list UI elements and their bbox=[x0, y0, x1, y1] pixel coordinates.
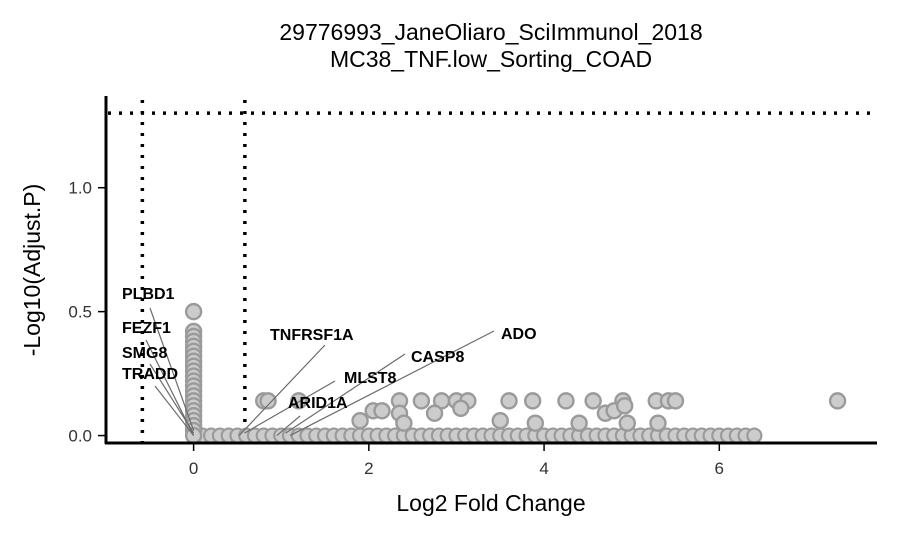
gene-label: MLST8 bbox=[344, 370, 397, 387]
x-axis-label: Log2 Fold Change bbox=[396, 490, 585, 516]
data-point bbox=[666, 392, 685, 410]
data-point bbox=[828, 392, 847, 410]
data-point bbox=[557, 392, 575, 410]
chart-subtitle: MC38_TNF.low_Sorting_COAD bbox=[330, 46, 652, 72]
gene-label: TNFRSF1A bbox=[270, 327, 354, 344]
gene-label-leader-line bbox=[289, 330, 495, 437]
gene-label-leader-line bbox=[149, 307, 195, 431]
gene-label-leader-line bbox=[285, 353, 406, 434]
threshold-lines bbox=[108, 100, 877, 443]
gene-label: SMG8 bbox=[122, 345, 167, 362]
gene-labels: PLBD1 FEZF1 SMG8 TRADD TNFRSF1A ARID1A MLST8 CA… bbox=[122, 286, 537, 412]
data-point bbox=[649, 414, 667, 432]
gene-label: PLBD1 bbox=[122, 286, 175, 303]
gene-label-leader-line bbox=[154, 385, 195, 436]
y-tick-label: 0.0 bbox=[68, 427, 92, 446]
gene-label-leader-line bbox=[244, 380, 336, 434]
data-point bbox=[351, 411, 369, 430]
y-axis-ticks: 0.0 0.5 1.0 bbox=[68, 179, 106, 446]
y-tick-label: 0.5 bbox=[68, 303, 92, 322]
x-tick-label: 4 bbox=[539, 459, 548, 478]
data-point bbox=[523, 392, 542, 410]
gene-label-leader-line bbox=[276, 415, 301, 437]
gene-label-leader-line bbox=[238, 344, 326, 436]
chart-title: 29776993_JaneOliaro_SciImmunol_2018 bbox=[279, 19, 702, 45]
data-point bbox=[395, 414, 413, 432]
data-points bbox=[184, 302, 847, 445]
gene-label: ARID1A bbox=[288, 395, 348, 412]
gene-label: FEZF1 bbox=[122, 320, 171, 337]
x-axis-ticks: 0 2 4 6 bbox=[189, 443, 724, 478]
dense-point-band bbox=[185, 427, 763, 444]
gene-label: CASP8 bbox=[411, 349, 464, 366]
y-axis-label: -Log10(Adjust.P) bbox=[19, 184, 45, 357]
dense-point bbox=[746, 427, 763, 444]
data-point bbox=[584, 392, 602, 410]
gene-label: ADO bbox=[501, 326, 537, 343]
data-point bbox=[500, 392, 518, 410]
data-point bbox=[491, 411, 509, 430]
data-point bbox=[452, 399, 470, 417]
data-point bbox=[425, 404, 444, 422]
label-leader-lines bbox=[145, 307, 495, 437]
gene-label: TRADD bbox=[122, 366, 178, 383]
gene-label-leader-line bbox=[149, 363, 195, 434]
x-tick-label: 2 bbox=[364, 459, 373, 478]
y-tick-label: 1.0 bbox=[68, 179, 92, 198]
x-tick-label: 6 bbox=[715, 459, 724, 478]
data-point bbox=[570, 414, 588, 432]
data-point bbox=[259, 392, 277, 410]
data-point bbox=[412, 392, 431, 410]
data-point bbox=[618, 414, 637, 432]
data-point bbox=[184, 302, 203, 321]
data-point bbox=[373, 402, 391, 420]
x-tick-label: 0 bbox=[189, 459, 198, 478]
data-point bbox=[526, 414, 545, 432]
data-point bbox=[615, 397, 634, 415]
